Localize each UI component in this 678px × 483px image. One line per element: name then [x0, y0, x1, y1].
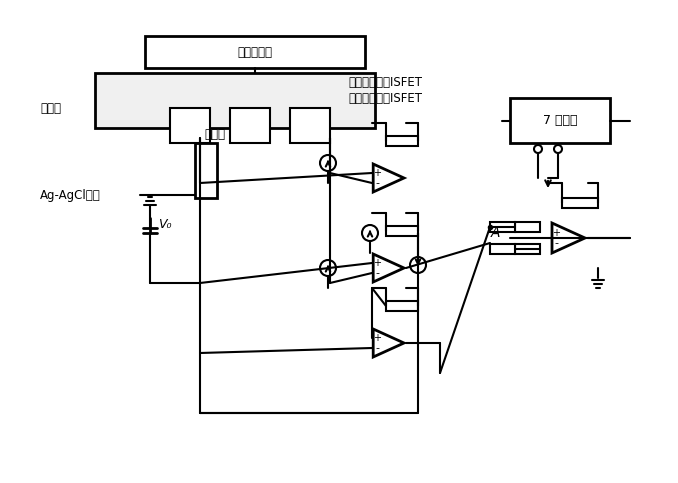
Text: -: - [376, 178, 380, 188]
Text: -: - [555, 239, 559, 248]
Circle shape [362, 225, 378, 241]
Circle shape [320, 260, 336, 276]
Bar [562, 198, 598, 208]
Circle shape [554, 145, 562, 153]
Bar [515, 244, 540, 254]
Circle shape [534, 145, 542, 153]
Bar [386, 136, 418, 146]
Text: 7 记录仪: 7 记录仪 [543, 114, 577, 127]
Polygon shape [552, 223, 585, 253]
Text: V₀: V₀ [158, 218, 172, 231]
Bar [510, 98, 610, 143]
Text: 电磁搅拌器: 电磁搅拌器 [237, 45, 273, 58]
Bar [386, 301, 418, 311]
Text: A: A [490, 226, 500, 240]
Polygon shape [373, 329, 404, 357]
Text: +: + [374, 168, 382, 178]
Text: 有固定酶膜的ISFET: 有固定酶膜的ISFET [348, 91, 422, 104]
Bar [290, 108, 330, 143]
Text: 无固定酶膜的ISFET: 无固定酶膜的ISFET [348, 76, 422, 89]
Circle shape [410, 257, 426, 273]
Text: Ag-AgCl电极: Ag-AgCl电极 [40, 188, 101, 201]
Text: +: + [553, 227, 561, 238]
Bar [515, 222, 540, 232]
Polygon shape [373, 254, 404, 282]
Bar [386, 226, 418, 236]
Text: +: + [374, 333, 382, 343]
Bar [195, 143, 217, 198]
Text: +: + [374, 258, 382, 268]
Bar [490, 244, 515, 254]
Bar [230, 108, 270, 143]
Text: -: - [376, 343, 380, 353]
Bar [170, 108, 210, 143]
Bar [490, 222, 515, 232]
Bar [145, 36, 365, 68]
Polygon shape [373, 164, 404, 192]
Text: -: - [376, 268, 380, 278]
Text: 恒温器: 恒温器 [205, 128, 226, 142]
Circle shape [320, 155, 336, 171]
Text: 搅拌器: 搅拌器 [40, 101, 61, 114]
Bar [95, 73, 375, 128]
